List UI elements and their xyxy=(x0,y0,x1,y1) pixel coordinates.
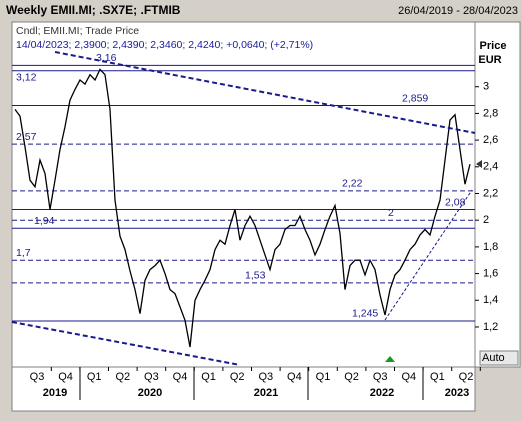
x-tick-label: Q4 xyxy=(58,371,73,383)
auto-label[interactable]: Auto xyxy=(482,352,505,364)
legend-line: 14/04/2023; 2,3900; 2,4390; 2,3460; 2,42… xyxy=(16,39,313,51)
level-label: 2,57 xyxy=(16,131,37,143)
axis-unit: EUR xyxy=(478,54,501,66)
year-label: 2023 xyxy=(445,387,469,399)
x-tick-label: Q1 xyxy=(316,371,331,383)
price-line xyxy=(14,68,471,348)
y-tick-label: 1,6 xyxy=(483,267,498,279)
x-tick-label: Q3 xyxy=(30,371,45,383)
year-label: 2021 xyxy=(254,387,278,399)
level-label: 1,94 xyxy=(34,215,55,227)
year-label: 2020 xyxy=(138,387,162,399)
x-tick-label: Q4 xyxy=(173,371,188,383)
level-label: 1,245 xyxy=(352,308,378,320)
level-label: 2,22 xyxy=(342,178,363,190)
x-tick-label: Q1 xyxy=(201,371,216,383)
trend-line xyxy=(11,321,241,366)
level-label: 2 xyxy=(388,207,394,219)
x-tick-label: Q4 xyxy=(287,371,302,383)
x-tick-label: Q2 xyxy=(344,371,359,383)
price-marker xyxy=(476,160,482,168)
y-tick-label: 2,4 xyxy=(483,161,498,173)
level-label: 1,7 xyxy=(16,247,31,259)
x-axis-area xyxy=(11,366,476,412)
level-label: 2,08 xyxy=(445,196,466,208)
year-label: 2022 xyxy=(370,387,394,399)
x-tick-label: Q1 xyxy=(87,371,102,383)
level-label: 1,53 xyxy=(245,270,266,282)
marks xyxy=(12,64,475,348)
trend-line xyxy=(54,51,476,134)
level-label: 3,16 xyxy=(96,52,117,64)
plot-area xyxy=(11,21,476,368)
y-tick-label: 1,8 xyxy=(483,241,498,253)
axis-title: Price xyxy=(480,40,507,52)
legend-line: Cndl; EMII.MI; Trade Price xyxy=(16,25,139,37)
trend-line xyxy=(384,189,473,321)
x-tick-label: Q1 xyxy=(430,371,445,383)
marker xyxy=(385,356,395,362)
year-label: 2019 xyxy=(43,387,67,399)
y-axis-area xyxy=(474,21,521,368)
y-tick-label: 2,6 xyxy=(483,134,498,146)
x-tick-label: Q4 xyxy=(401,371,416,383)
auto-button[interactable] xyxy=(479,350,519,366)
x-tick-label: Q2 xyxy=(230,371,245,383)
x-tick-label: Q2 xyxy=(115,371,130,383)
x-tick-label: Q2 xyxy=(459,371,474,383)
y-tick-label: 2,8 xyxy=(483,107,498,119)
x-tick-label: Q3 xyxy=(144,371,159,383)
x-tick-label: Q3 xyxy=(258,371,273,383)
level-label: 2,859 xyxy=(402,92,428,104)
y-tick-label: 1,4 xyxy=(483,294,498,306)
level-label: 3,12 xyxy=(16,71,37,83)
x-tick-label: Q3 xyxy=(373,371,388,383)
y-tick-label: 3 xyxy=(483,81,489,93)
y-tick-label: 2 xyxy=(483,214,489,226)
y-tick-label: 2,2 xyxy=(483,187,498,199)
date-range: 26/04/2019 - 28/04/2023 xyxy=(398,5,518,17)
y-tick-label: 1,2 xyxy=(483,321,498,333)
chart-title: Weekly EMII.MI; .SX7E; .FTMIB xyxy=(6,3,181,17)
